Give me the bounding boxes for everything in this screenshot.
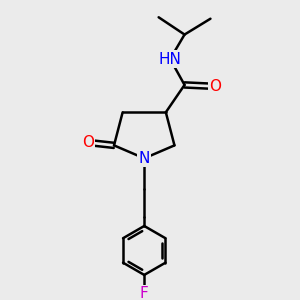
Text: HN: HN xyxy=(159,52,182,67)
Text: N: N xyxy=(139,151,150,166)
Text: O: O xyxy=(82,135,94,150)
Text: F: F xyxy=(140,286,148,300)
Text: O: O xyxy=(209,79,221,94)
